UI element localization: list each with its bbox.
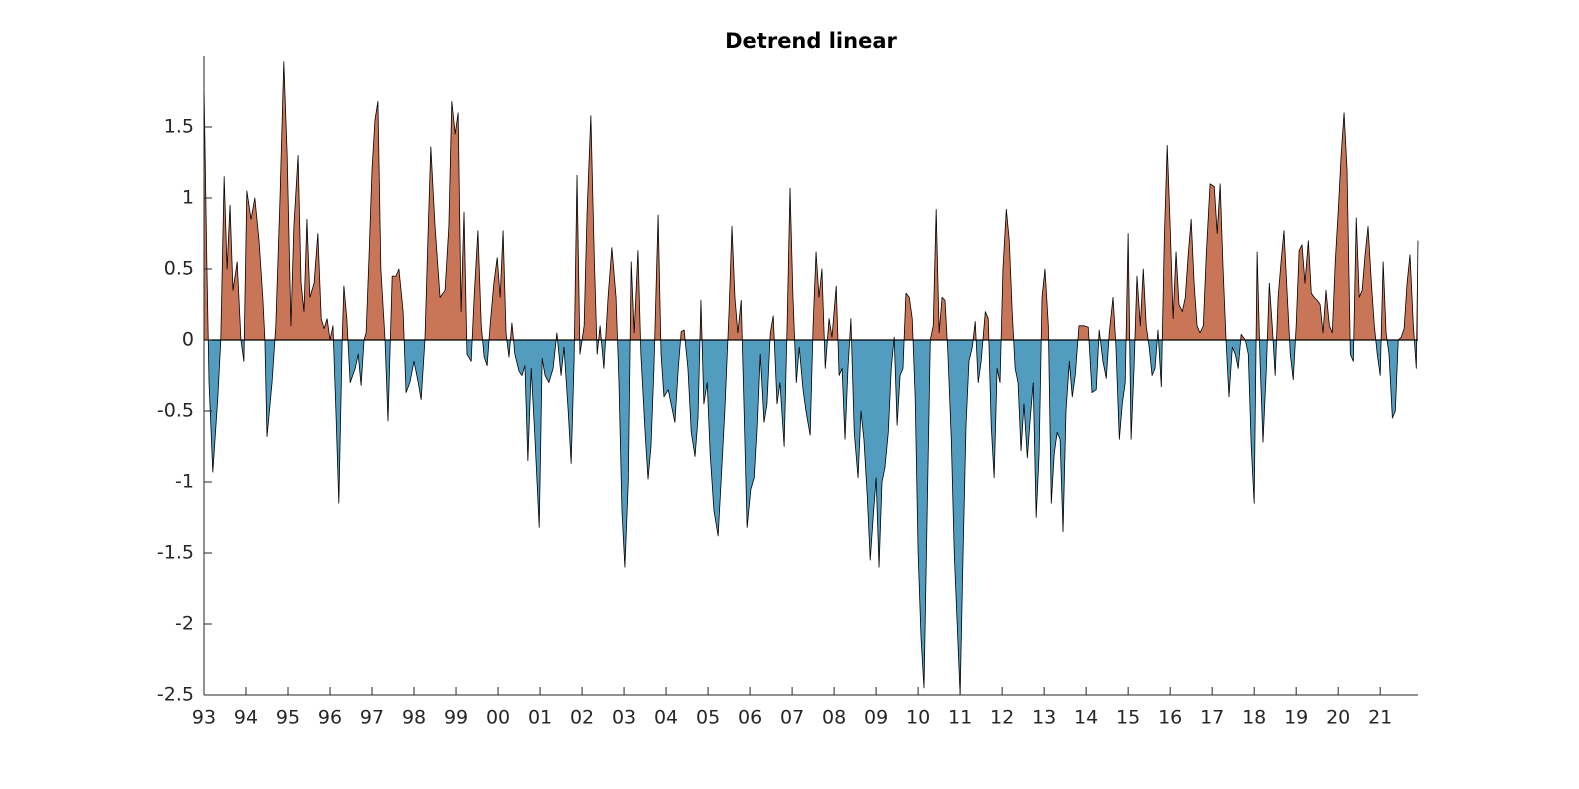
y-tick-label: -2 — [175, 613, 194, 635]
x-tick-label: 01 — [528, 707, 552, 729]
data-line — [203, 61, 1419, 696]
x-tick-label: 03 — [612, 707, 636, 729]
x-tick-label: 00 — [486, 707, 510, 729]
x-tick-label: 11 — [948, 707, 972, 729]
x-tick-label: 94 — [234, 707, 258, 729]
y-tick-label: 0 — [182, 329, 194, 351]
x-tick-label: 13 — [1032, 707, 1056, 729]
y-tick-label: -0.5 — [157, 400, 194, 422]
x-tick-label: 99 — [444, 707, 468, 729]
x-tick-label: 97 — [360, 707, 384, 729]
x-tick-label: 02 — [570, 707, 594, 729]
x-tick-label: 09 — [864, 707, 888, 729]
y-tick-label: -2.5 — [157, 684, 194, 706]
x-tick-label: 95 — [276, 707, 300, 729]
x-tick-label: 07 — [780, 707, 804, 729]
x-tick-label: 19 — [1284, 707, 1308, 729]
x-tick-label: 17 — [1200, 707, 1224, 729]
x-tick-label: 05 — [696, 707, 720, 729]
y-tick-label: 1.5 — [164, 116, 194, 138]
x-tick-label: 96 — [318, 707, 342, 729]
chart-title: Detrend linear — [725, 29, 897, 53]
x-tick-label: 93 — [192, 707, 216, 729]
x-tick-label: 10 — [906, 707, 930, 729]
x-tick-label: 14 — [1074, 707, 1098, 729]
x-tick-label: 08 — [822, 707, 846, 729]
x-tick-label: 06 — [738, 707, 762, 729]
y-tick-label: 1 — [182, 187, 194, 209]
x-tick-label: 21 — [1368, 707, 1392, 729]
y-tick-label: -1 — [175, 471, 194, 493]
y-tick-label: 0.5 — [164, 258, 194, 280]
x-tick-label: 18 — [1242, 707, 1266, 729]
x-tick-label: 12 — [990, 707, 1014, 729]
y-tick-label: -1.5 — [157, 542, 194, 564]
x-tick-label: 20 — [1326, 707, 1350, 729]
x-tick-label: 04 — [654, 707, 678, 729]
x-tick-label: 98 — [402, 707, 426, 729]
x-tick-label: 15 — [1116, 707, 1140, 729]
x-tick-label: 16 — [1158, 707, 1182, 729]
